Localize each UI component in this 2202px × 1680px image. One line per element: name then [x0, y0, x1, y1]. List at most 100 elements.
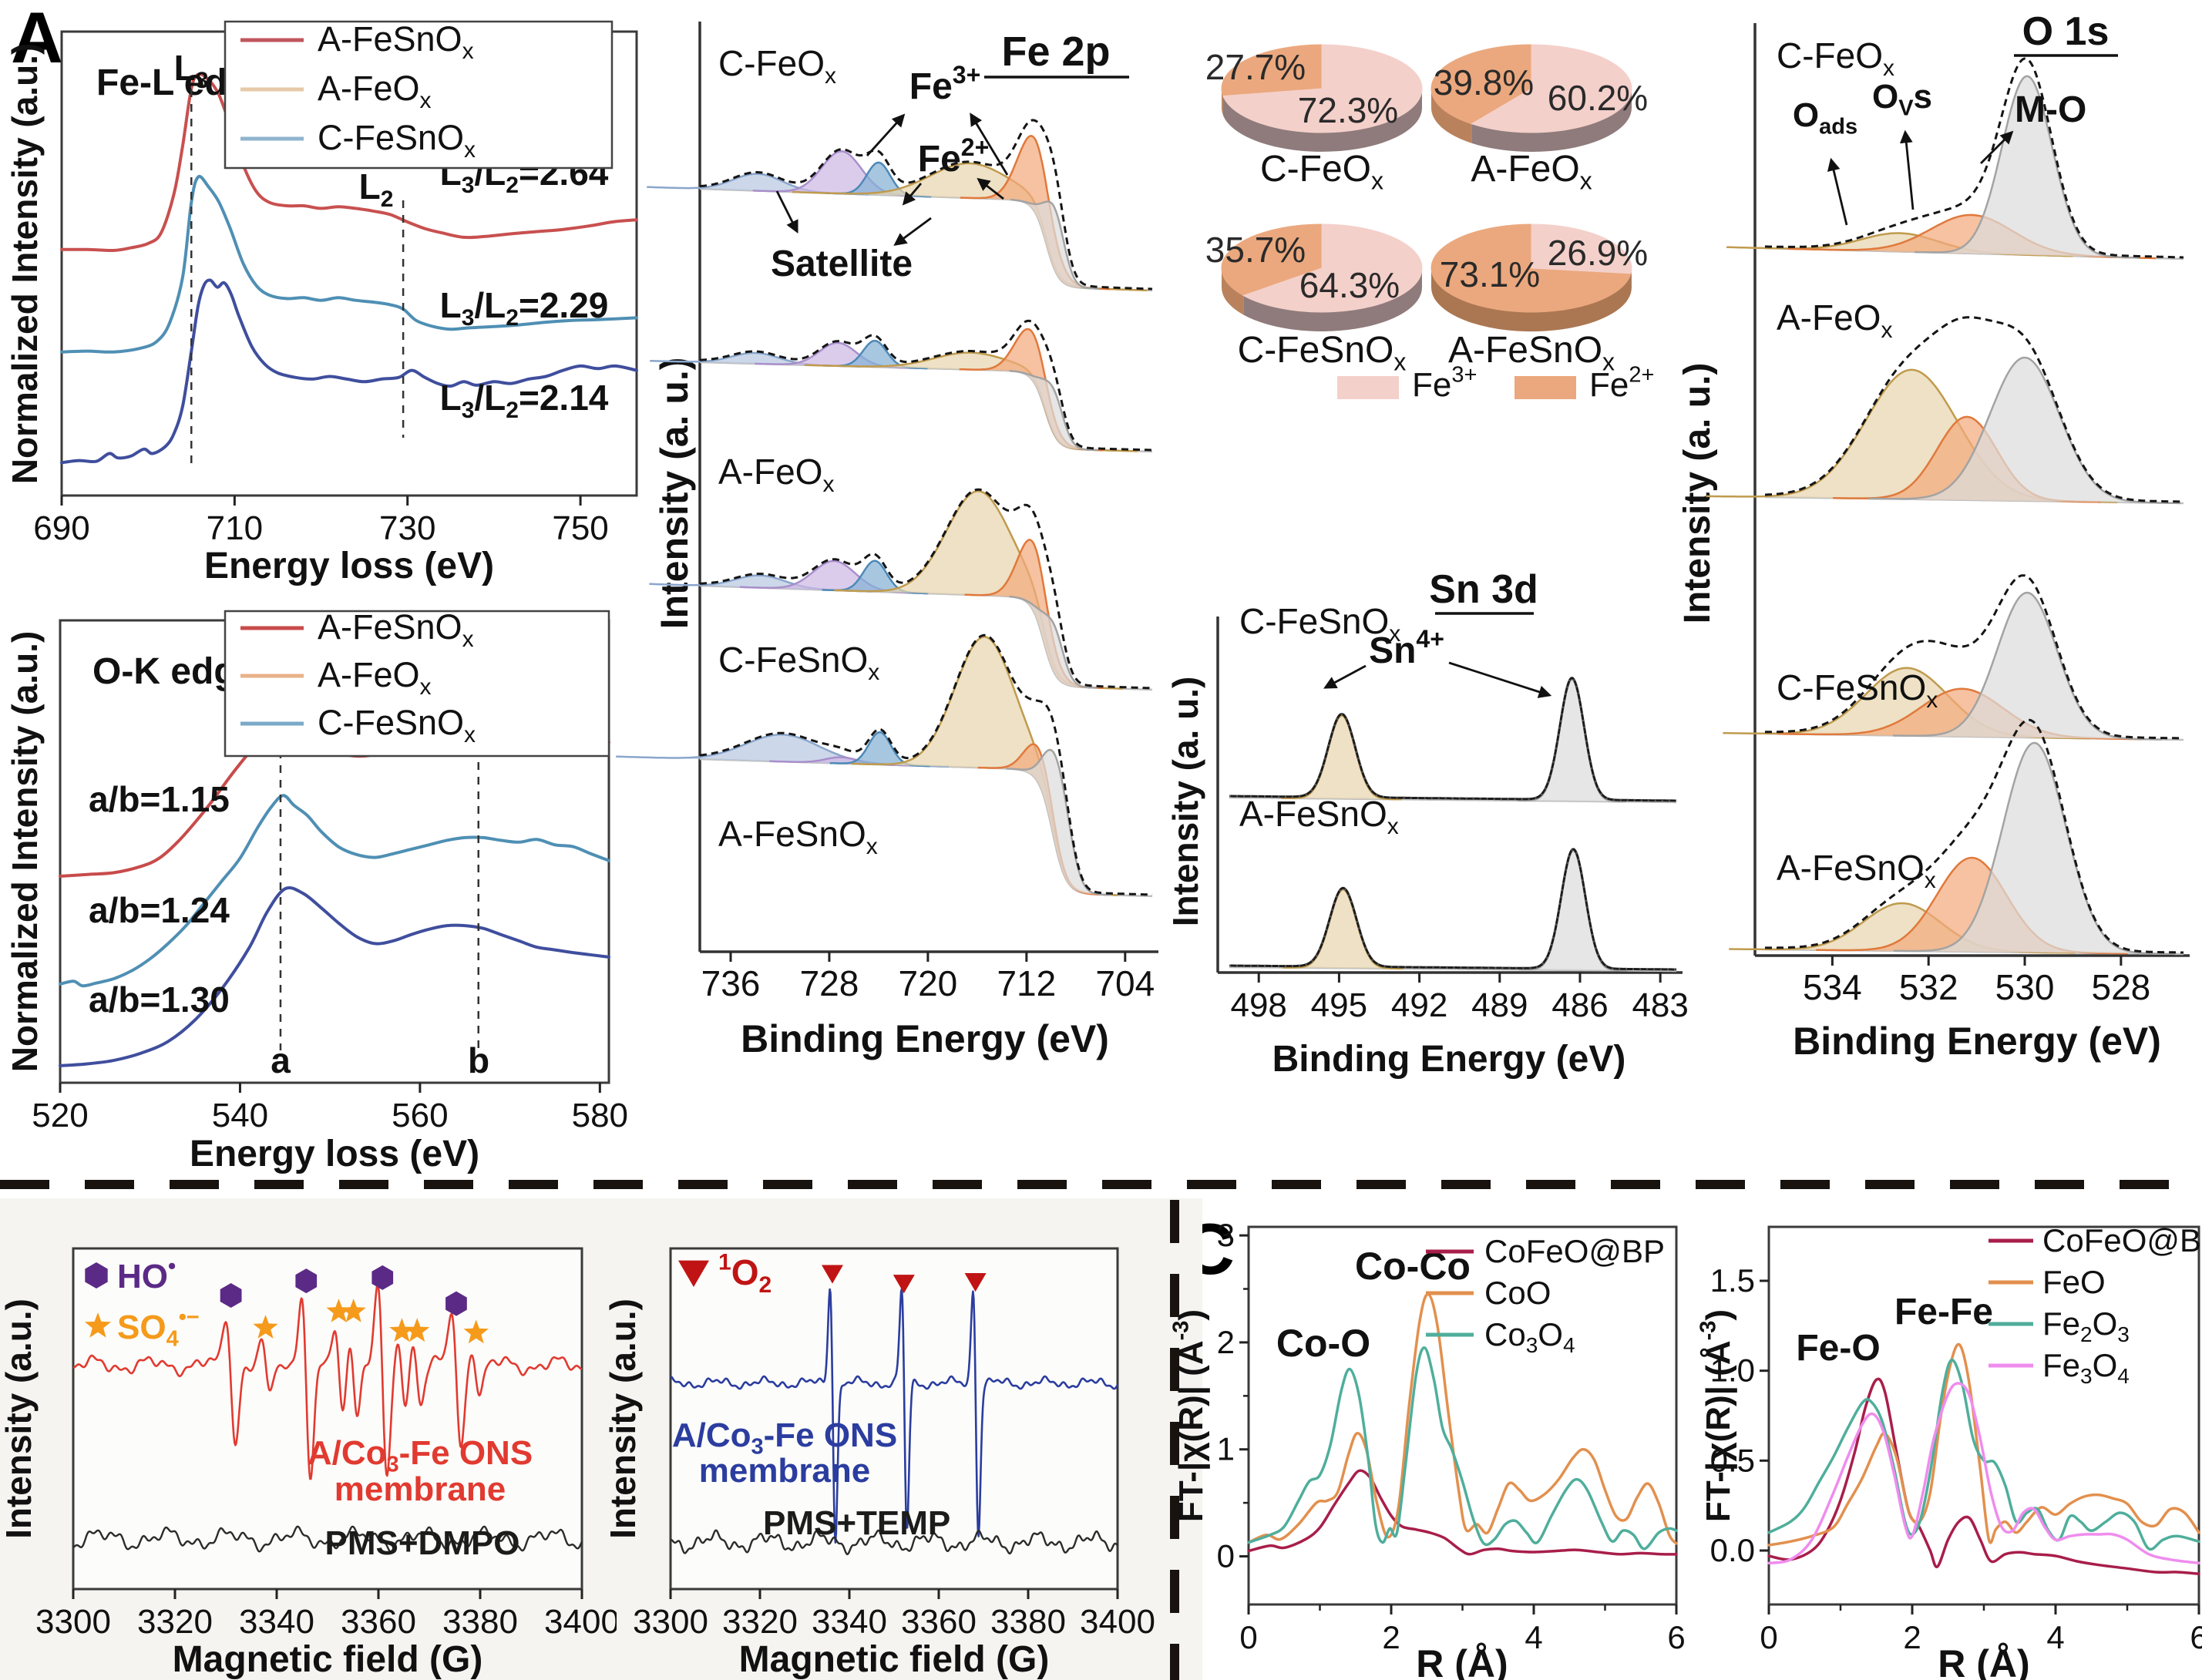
pie-percentage: 73.1%: [1440, 254, 1540, 294]
tspan: x: [1580, 167, 1592, 195]
xps-component-fill: [1009, 596, 1098, 688]
tspan: L: [440, 378, 462, 418]
tspan: CoFeO@BP: [1484, 1233, 1665, 1269]
tspan: 2: [758, 1272, 772, 1298]
hex-legend-marker: [85, 1262, 108, 1289]
x-tick-label: 3300: [633, 1603, 708, 1641]
annotation: Fe-Fe: [1894, 1292, 1993, 1332]
xps-component-fill: [1281, 715, 1402, 800]
x-tick-label: 528: [2091, 967, 2150, 1007]
x-axis-title: Energy loss (eV): [190, 1134, 479, 1174]
x-axis-title: Magnetic field (G): [739, 1639, 1050, 1680]
tspan: 3380: [442, 1603, 518, 1641]
tspan: Binding Energy (eV): [741, 1017, 1109, 1060]
xps-component-fill: [1283, 889, 1404, 969]
x-tick-label: 3360: [901, 1603, 977, 1641]
o-k-edge-eels-chart: 520 540 560 580 Energy loss (eV) Normalized I…: [5, 607, 628, 1174]
panel-divider-horizontal: [0, 1180, 2202, 1189]
tspan: 2: [1903, 1619, 1921, 1655]
tspan: 3360: [901, 1603, 977, 1641]
pie-side: [1222, 89, 1422, 152]
tspan: Energy loss (eV): [190, 1134, 479, 1174]
data-curve: [60, 174, 638, 354]
annotation: A/Co3-Fe ONS: [308, 1434, 533, 1477]
tspan: O 1s: [2022, 9, 2110, 54]
xps-component-fill: [1010, 200, 1100, 289]
fe-exafs-chart: 0 2 4 60.00.51.01.5R (Å)FT-|χ(R)| (Å-3)Fe-O…: [1696, 1222, 2202, 1680]
tspan: s: [1914, 78, 1932, 116]
tspan: M-O: [2015, 89, 2086, 130]
xps-component-fill: [616, 734, 950, 767]
tspan: CoFeO@BP: [2042, 1222, 2202, 1258]
annotation: Fe-O: [1796, 1328, 1880, 1369]
tspan: 64.3%: [1299, 265, 1400, 305]
x-tick-label: 6: [2190, 1619, 2202, 1655]
x-tick-label: 560: [392, 1097, 448, 1134]
legend-swatch: [1515, 376, 1576, 399]
hex-marker: [371, 1265, 394, 1290]
xps-component-fill: [647, 173, 869, 195]
pie-slice: [1531, 223, 1632, 274]
y-axis-title: Intensity (a. u.): [1165, 677, 1205, 927]
tspan: 3: [751, 1435, 763, 1460]
tspan: x: [420, 88, 432, 113]
y-axis-title: Intensity (a.u.): [603, 1299, 643, 1539]
y-axis-title: Intensity (a.u.): [0, 1299, 39, 1539]
tspan: x: [868, 660, 879, 685]
tspan: Co-O: [1276, 1322, 1370, 1365]
tspan: C-FeSnO: [718, 640, 868, 680]
tspan: 2: [506, 305, 519, 331]
annotation: Satellite: [771, 244, 913, 284]
annotation: a/b=1.24: [89, 890, 230, 930]
envelope-curve: [699, 119, 1153, 291]
xps-component: [1915, 75, 2140, 259]
spectrum-label: A-FeOx: [1777, 297, 1892, 343]
x-tick-label: 0: [1760, 1619, 1777, 1655]
annotation: membrane: [699, 1452, 871, 1490]
tspan: 3+: [1451, 363, 1477, 388]
pie-side: [1243, 268, 1422, 331]
tspan: 534: [1803, 967, 1862, 1007]
annotation-arrow: [1448, 661, 1552, 698]
tspan: 6: [1667, 1619, 1685, 1655]
x-tick-label: 736: [701, 963, 761, 1003]
tspan: 2: [381, 186, 394, 212]
tspan: 2: [1382, 1619, 1400, 1655]
tspan: 1.5: [1710, 1262, 1755, 1299]
tspan: V: [1898, 96, 1914, 121]
annotation: L2: [359, 166, 394, 212]
xps-component-fill: [1893, 593, 2162, 740]
tspan: SO: [117, 1309, 166, 1346]
annotation: PMS+TEMP: [763, 1504, 950, 1542]
plot-frame: [669, 1247, 1119, 1591]
xps-component-fill: [822, 560, 928, 594]
x-tick-label: 3320: [722, 1603, 798, 1641]
annotation: Co-O: [1276, 1322, 1370, 1365]
x-tick-label: 3340: [239, 1603, 314, 1641]
x-tick-label: 4: [2046, 1619, 2064, 1655]
pie-label: A-FeOx: [1471, 149, 1592, 195]
tspan: Intensity (a.u.): [0, 1299, 39, 1539]
envelope-dots: [1229, 848, 1676, 971]
tspan: 720: [899, 963, 958, 1003]
chart-title: Fe 2p: [1001, 29, 1110, 75]
x-tick-label: 3360: [341, 1603, 416, 1641]
tspan: Fe-Fe: [1894, 1292, 1993, 1332]
tspan: 750: [552, 509, 608, 547]
envelope-curve: [1229, 677, 1676, 802]
envelope-curve: [1229, 848, 1676, 971]
annotation-arrow: [1323, 664, 1367, 689]
star-marker: [326, 1299, 351, 1322]
tspan: -3: [1696, 1321, 1721, 1341]
legend-label: Fe3O4: [2042, 1347, 2130, 1388]
annotation: Fe3+: [909, 61, 981, 107]
epr-curve: [670, 1529, 1118, 1556]
tspan: Magnetic field (G): [173, 1639, 483, 1680]
x-tick-label: 2: [1903, 1619, 1921, 1655]
tspan: C-FeSnO: [1777, 667, 1926, 707]
epr-curve: [72, 1283, 583, 1480]
annotation: 1O2: [718, 1250, 772, 1298]
tspan: A-FeO: [318, 655, 420, 694]
